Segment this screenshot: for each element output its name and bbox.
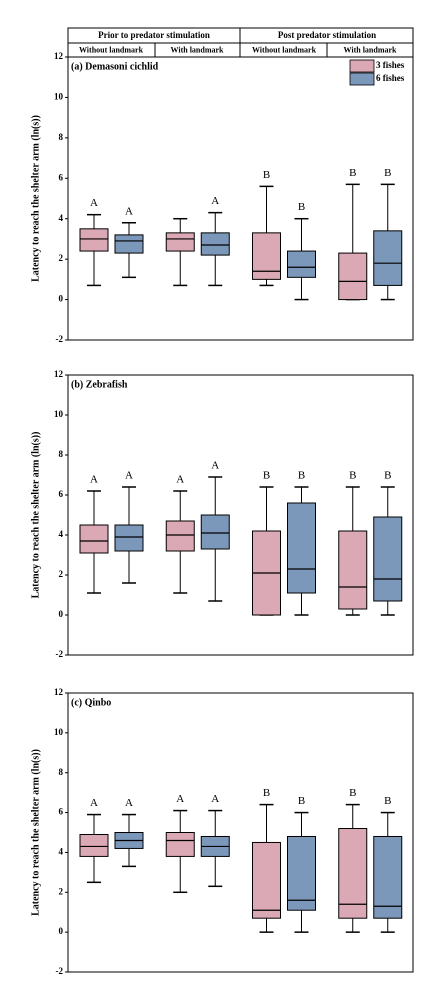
significance-letter: A bbox=[176, 474, 184, 486]
legend-label: 6 fishes bbox=[376, 73, 405, 83]
box bbox=[200, 232, 230, 256]
y-tick-label: 2 bbox=[59, 253, 64, 263]
panel-title: (a) Demasoni cichlid bbox=[71, 61, 159, 72]
plot-frame bbox=[67, 56, 414, 341]
header-subgroup: Without landmark bbox=[79, 45, 144, 54]
box bbox=[79, 524, 109, 554]
significance-letter: B bbox=[263, 169, 270, 181]
y-tick-label: 12 bbox=[54, 687, 64, 697]
significance-letter: A bbox=[176, 793, 184, 805]
header-subgroup: Without landmark bbox=[252, 45, 317, 54]
significance-letter: B bbox=[384, 795, 391, 807]
y-tick-label: 6 bbox=[59, 807, 64, 817]
box bbox=[287, 250, 316, 278]
y-tick-label: 6 bbox=[59, 172, 64, 182]
box bbox=[252, 841, 281, 919]
box bbox=[338, 252, 368, 301]
y-tick-label: -2 bbox=[56, 649, 64, 659]
box bbox=[373, 230, 403, 286]
legend-swatch bbox=[349, 59, 375, 73]
y-tick-label: 0 bbox=[59, 926, 64, 936]
box bbox=[287, 835, 316, 911]
significance-letter: A bbox=[90, 474, 98, 486]
y-tick-label: 2 bbox=[59, 886, 64, 896]
header-group: Prior to predator stimulation bbox=[98, 30, 210, 40]
significance-letter: B bbox=[384, 470, 391, 482]
box bbox=[79, 833, 109, 857]
box bbox=[200, 514, 230, 550]
y-tick-label: 0 bbox=[59, 609, 64, 619]
y-axis-label: Latency to reach the shelter arm (ln(s)) bbox=[30, 749, 41, 916]
significance-letter: A bbox=[125, 470, 133, 482]
significance-letter: A bbox=[125, 797, 133, 809]
y-tick-label: 4 bbox=[59, 846, 64, 856]
box bbox=[165, 832, 195, 857]
box bbox=[165, 232, 195, 252]
y-tick-label: 12 bbox=[54, 369, 64, 379]
significance-letter: B bbox=[349, 470, 356, 482]
significance-letter: A bbox=[125, 205, 133, 217]
panel-title: (b) Zebrafish bbox=[71, 379, 128, 390]
significance-letter: B bbox=[263, 470, 270, 482]
y-tick-label: -2 bbox=[56, 966, 64, 976]
box bbox=[79, 228, 109, 252]
y-axis-label: Latency to reach the shelter arm (ln(s)) bbox=[30, 432, 41, 599]
y-axis-label: Latency to reach the shelter arm (ln(s)) bbox=[30, 115, 41, 282]
y-tick-label: 8 bbox=[59, 449, 64, 459]
significance-letter: A bbox=[90, 797, 98, 809]
y-tick-label: 12 bbox=[54, 51, 64, 61]
significance-letter: B bbox=[298, 795, 305, 807]
significance-letter: B bbox=[263, 787, 270, 799]
legend-swatch bbox=[349, 72, 375, 86]
significance-letter: B bbox=[384, 167, 391, 179]
y-tick-label: -2 bbox=[56, 334, 64, 344]
significance-letter: B bbox=[298, 470, 305, 482]
plot-frame bbox=[67, 374, 414, 656]
box bbox=[338, 530, 368, 610]
box bbox=[114, 234, 144, 254]
box bbox=[373, 835, 403, 919]
y-tick-label: 6 bbox=[59, 489, 64, 499]
y-tick-label: 4 bbox=[59, 529, 64, 539]
box bbox=[338, 828, 368, 919]
y-tick-label: 2 bbox=[59, 569, 64, 579]
significance-letter: B bbox=[349, 167, 356, 179]
legend-label: 3 fishes bbox=[376, 60, 405, 70]
y-tick-label: 0 bbox=[59, 294, 64, 304]
significance-letter: A bbox=[211, 793, 219, 805]
y-tick-label: 10 bbox=[54, 727, 64, 737]
box bbox=[165, 520, 195, 552]
header-subgroup: With landmark bbox=[344, 45, 398, 54]
box bbox=[114, 524, 144, 552]
y-tick-label: 4 bbox=[59, 213, 64, 223]
y-tick-label: 8 bbox=[59, 132, 64, 142]
header-subgroup: With landmark bbox=[171, 45, 225, 54]
box bbox=[373, 516, 403, 602]
panel-title: (c) Qinbo bbox=[71, 697, 111, 708]
significance-letter: B bbox=[298, 201, 305, 213]
plot-frame bbox=[67, 692, 414, 973]
y-tick-label: 10 bbox=[54, 409, 64, 419]
box bbox=[252, 232, 281, 280]
significance-letter: A bbox=[90, 197, 98, 209]
significance-letter: A bbox=[211, 460, 219, 472]
header-group: Post predator stimulation bbox=[278, 30, 376, 40]
y-tick-label: 8 bbox=[59, 767, 64, 777]
y-tick-label: 10 bbox=[54, 91, 64, 101]
significance-letter: B bbox=[349, 787, 356, 799]
significance-letter: A bbox=[211, 195, 219, 207]
box bbox=[287, 502, 316, 594]
